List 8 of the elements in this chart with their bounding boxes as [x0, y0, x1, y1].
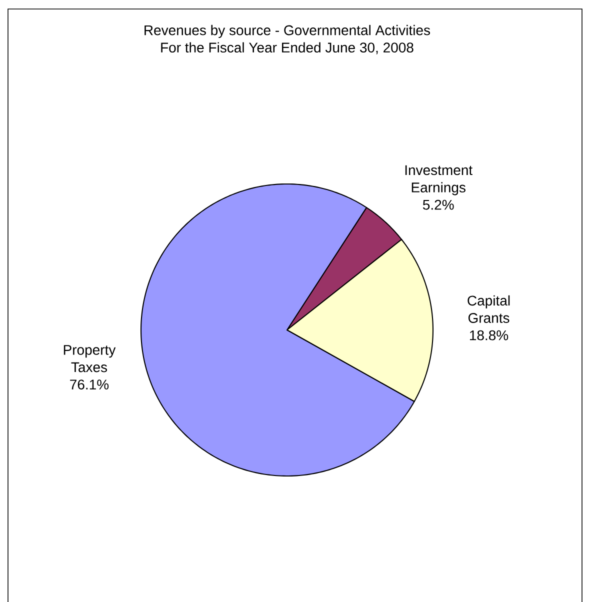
chart-subtitle: For the Fiscal Year Ended June 30, 2008: [161, 42, 414, 54]
chart-title: Revenues by source - Governmental Activities: [144, 24, 430, 38]
slice-label: Property Taxes: [64, 345, 116, 372]
data-label: 18.8%: [470, 330, 508, 340]
slice-label: Capital Grants: [468, 295, 510, 323]
data-label: 76.1%: [70, 380, 109, 390]
data-label: 5.2%: [422, 200, 454, 210]
slice-label: Investment Earnings: [405, 165, 472, 196]
